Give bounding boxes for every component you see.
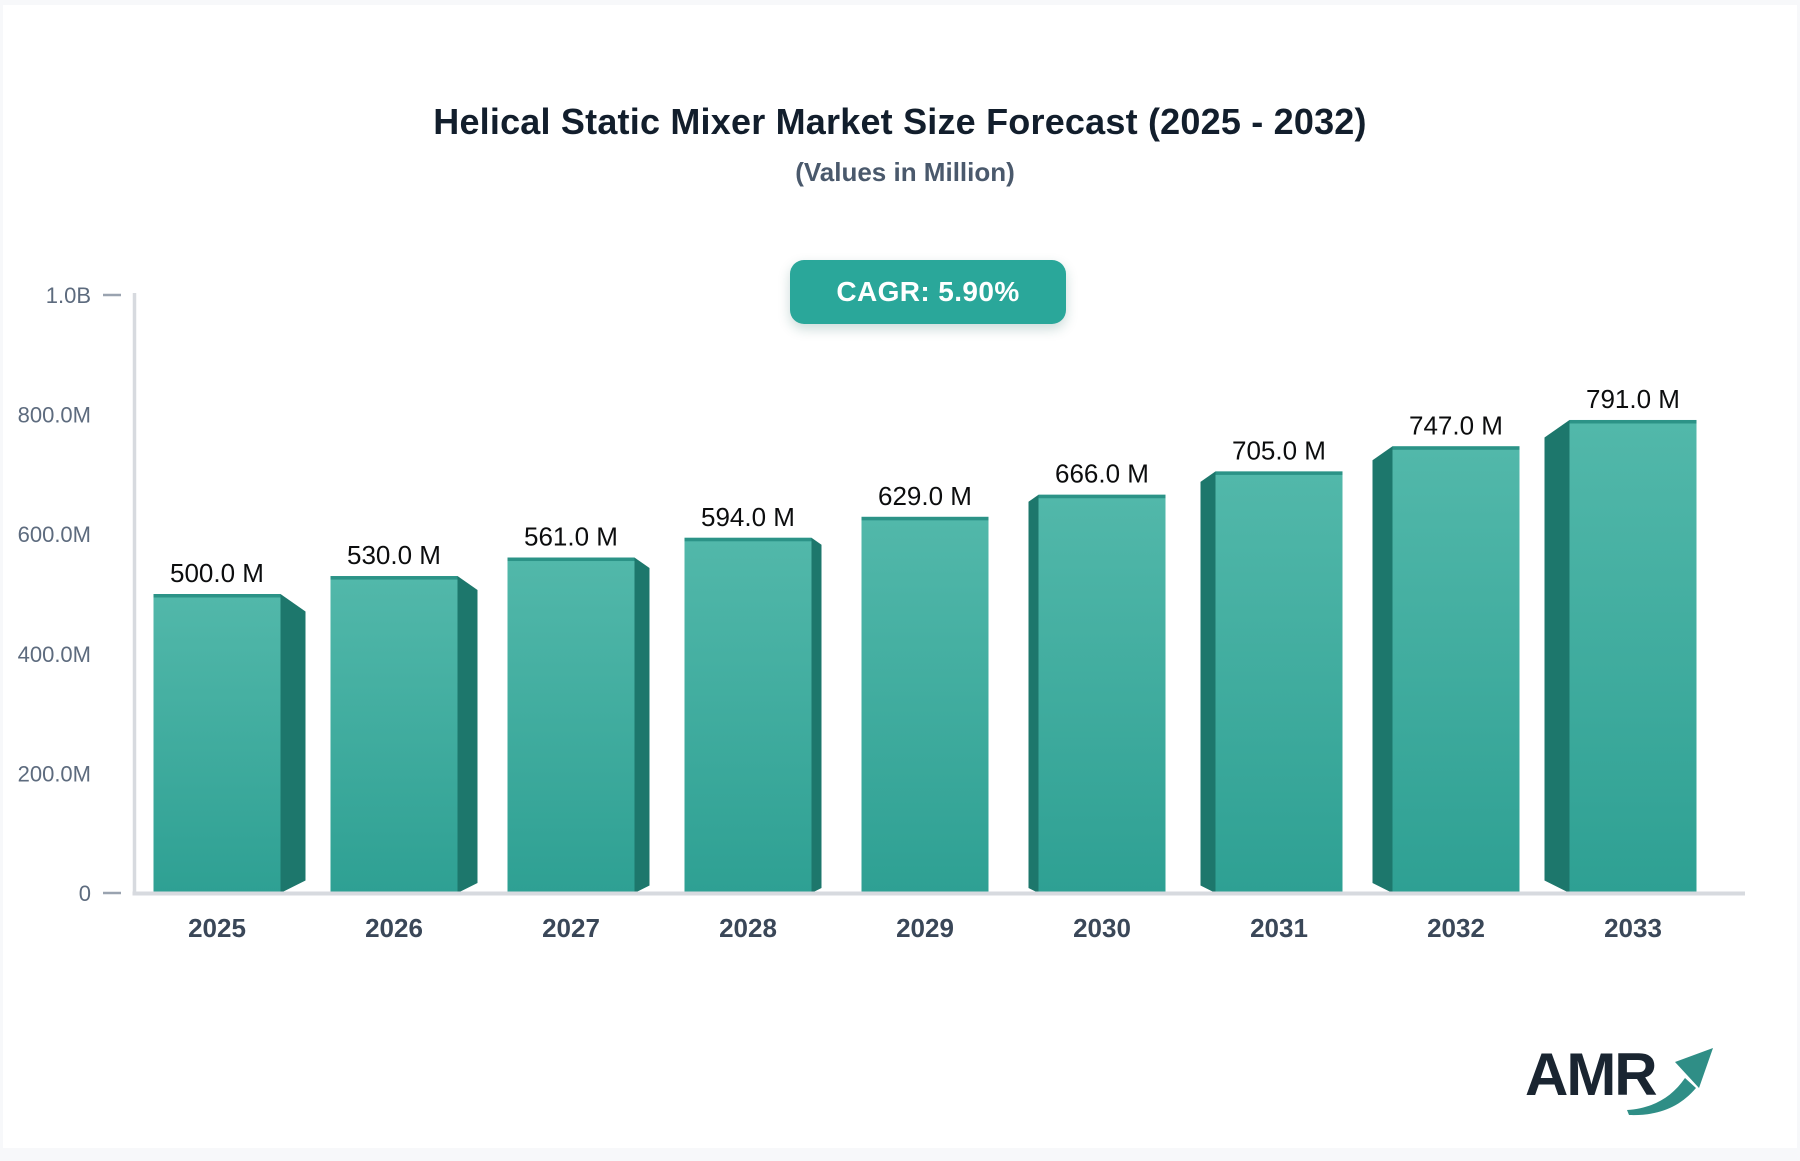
- bar-group-2026: 530.0 M: [330, 540, 478, 894]
- y-tick-label-200.0M: 200.0M: [18, 761, 91, 786]
- bar-group-2027: 561.0 M: [507, 522, 650, 894]
- bar-2031[interactable]: [1215, 471, 1343, 894]
- y-tick-label-1.0B: 1.0B: [46, 283, 91, 308]
- x-axis-label-2027: 2027: [542, 913, 600, 943]
- bar-group-2030: 666.0 M: [1028, 459, 1166, 894]
- bar-2026[interactable]: [330, 576, 458, 894]
- x-axis-label-2030: 2030: [1073, 913, 1131, 943]
- bar-side-2030: [1028, 494, 1039, 893]
- bar-2032[interactable]: [1392, 446, 1520, 894]
- bar-2027[interactable]: [507, 557, 635, 894]
- amr-logo-text: AMR: [1525, 1041, 1658, 1108]
- bar-side-2032: [1372, 446, 1393, 893]
- bar-value-label-2032: 747.0 M: [1409, 410, 1503, 440]
- bar-2025[interactable]: [153, 594, 281, 894]
- y-tick-label-400.0M: 400.0M: [18, 642, 91, 667]
- y-tick-label-600.0M: 600.0M: [18, 522, 91, 547]
- bar-top-edge-2027: [507, 557, 635, 562]
- bar-side-2031: [1200, 471, 1216, 893]
- bar-value-label-2025: 500.0 M: [170, 558, 264, 588]
- y-tick-label-0: 0: [79, 881, 91, 906]
- chart-subtitle: (Values in Million): [795, 157, 1015, 187]
- bar-side-2033: [1544, 419, 1570, 893]
- bar-group-2032: 747.0 M: [1372, 410, 1520, 894]
- bar-value-label-2028: 594.0 M: [701, 502, 795, 532]
- bar-side-2027: [634, 557, 650, 893]
- bar-group-2028: 594.0 M: [684, 502, 822, 894]
- bar-top-edge-2028: [684, 537, 812, 542]
- bar-group-2033: 791.0 M: [1544, 384, 1697, 894]
- x-axis-label-2028: 2028: [719, 913, 777, 943]
- bar-top-edge-2026: [330, 576, 458, 580]
- bar-side-2028: [811, 537, 822, 893]
- x-axis-label-2031: 2031: [1250, 913, 1308, 943]
- bar-value-label-2031: 705.0 M: [1232, 435, 1326, 465]
- bar-value-label-2029: 629.0 M: [878, 481, 972, 511]
- bar-top-edge-2029: [861, 516, 989, 521]
- cagr-badge: CAGR: 5.90%: [790, 260, 1066, 324]
- bar-value-label-2033: 791.0 M: [1586, 384, 1680, 414]
- chart-card: Helical Static Mixer Market Size Forecas…: [3, 5, 1797, 1148]
- bar-group-2029: 629.0 M: [861, 481, 989, 894]
- bar-top-edge-2033: [1569, 419, 1697, 424]
- bar-value-label-2027: 561.0 M: [524, 522, 618, 552]
- bar-side-2026: [457, 576, 478, 893]
- x-axis-label-2026: 2026: [365, 913, 423, 943]
- bar-top-edge-2031: [1215, 471, 1343, 475]
- x-axis-label-2025: 2025: [188, 913, 246, 943]
- amr-logo: AMR: [1525, 1040, 1745, 1130]
- bar-top-edge-2025: [153, 594, 281, 598]
- x-axis-label-2033: 2033: [1604, 913, 1662, 943]
- bar-2030[interactable]: [1038, 494, 1166, 894]
- bar-group-2031: 705.0 M: [1200, 435, 1343, 894]
- bar-2028[interactable]: [684, 537, 812, 894]
- bar-top-edge-2032: [1392, 446, 1520, 450]
- x-axis-label-2029: 2029: [896, 913, 954, 943]
- bar-top-edge-2030: [1038, 494, 1166, 499]
- x-axis-label-2032: 2032: [1427, 913, 1485, 943]
- bar-group-2025: 500.0 M: [153, 558, 306, 894]
- growth-arrow-icon: [1627, 1048, 1713, 1116]
- bar-2033[interactable]: [1569, 419, 1697, 894]
- bar-value-label-2030: 666.0 M: [1055, 459, 1149, 489]
- bar-chart-canvas: 500.0 M 530.0 M 561.0 M 594.0 M 629.0 M 666.0…: [18, 283, 1745, 943]
- chart-title: Helical Static Mixer Market Size Forecas…: [433, 101, 1367, 142]
- y-tick-label-800.0M: 800.0M: [18, 403, 91, 428]
- bar-2029[interactable]: [861, 516, 989, 894]
- bar-value-label-2026: 530.0 M: [347, 540, 441, 570]
- bar-side-2025: [280, 594, 306, 893]
